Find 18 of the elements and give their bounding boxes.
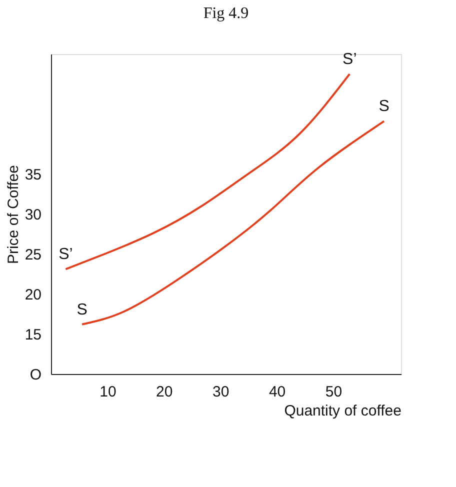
chart-title: Fig 4.9	[203, 5, 249, 22]
series-label: S	[76, 301, 88, 318]
series-label: S’	[58, 246, 73, 264]
y-tick-label: O	[30, 366, 42, 384]
y-tick-label: 20	[24, 286, 42, 304]
y-tick-label: 15	[24, 326, 42, 344]
x-tick-label: 40	[268, 384, 286, 400]
y-tick-label: 35	[24, 166, 42, 184]
x-tick-label: 30	[212, 384, 230, 400]
text: S	[378, 98, 390, 116]
y-axis-title: Price of Coffee	[4, 165, 22, 264]
x-tick-label: 50	[325, 384, 342, 400]
x-tick-label: 20	[156, 384, 173, 400]
y-tick-label: 30	[24, 206, 42, 224]
x-tick-label: 10	[100, 384, 116, 400]
text: S’	[342, 51, 357, 68]
y-tick-label: 25	[24, 246, 42, 264]
x-axis-title: Quantity of coffee	[284, 402, 402, 420]
